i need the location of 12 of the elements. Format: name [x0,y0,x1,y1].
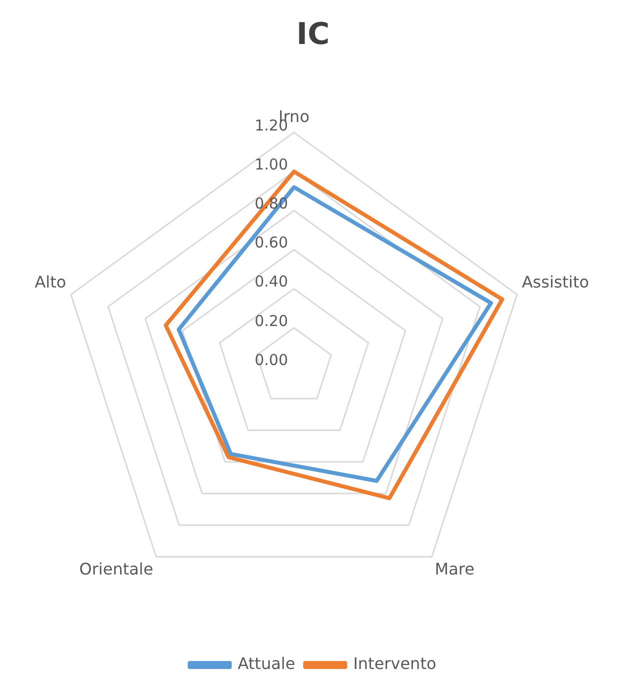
spoke-label: Assistito [522,272,590,292]
y-tick-label: 0.60 [254,234,288,252]
spoke-label: Orientale [79,560,154,579]
y-tick-label: 0.00 [254,350,288,369]
y-tick-label: 1.00 [254,155,288,174]
legend-label: Attuale [238,654,296,674]
spoke-label: Mare [434,560,474,579]
y-tick-label: 0.20 [254,312,288,330]
legend-label: Intervento [353,654,436,674]
y-tick-label: 0.40 [254,272,288,291]
spoke-label: Alto [34,272,66,292]
chart-title: IC [296,16,330,52]
